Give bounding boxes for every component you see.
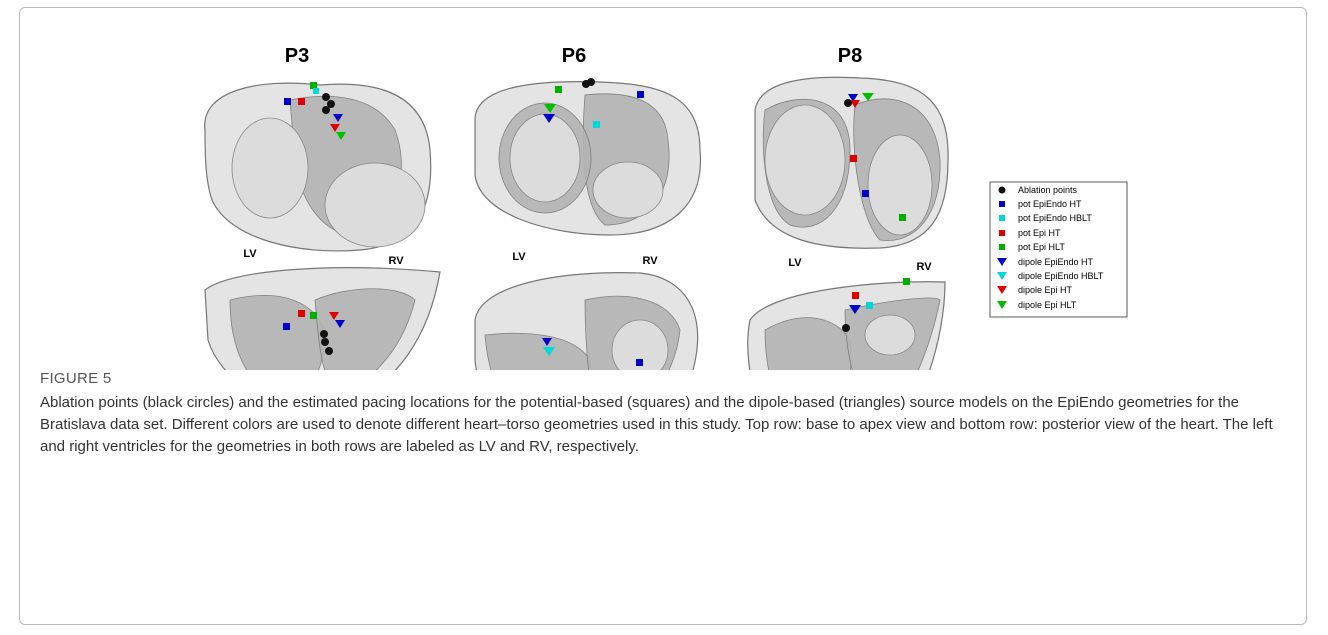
page: {"figure": { "panels": [ {"title": "P3",… (0, 0, 1328, 635)
legend-label: dipole EpiEndo HT (1018, 257, 1094, 267)
heart-p3-bottom (205, 268, 440, 370)
heart-p3-top (205, 83, 431, 251)
figure-label: FIGURE 5 (40, 370, 112, 387)
figure-image: P3 P6 P8 LV RV LV RV LV RV Ablation poin… (0, 0, 1328, 370)
rv-label: RV (388, 255, 404, 267)
legend-label: Ablation points (1018, 185, 1078, 195)
lv-label: LV (512, 251, 526, 263)
rv-label: RV (642, 255, 658, 267)
rv-label: RV (916, 261, 932, 273)
legend: Ablation points pot EpiEndo HT pot EpiEn… (990, 182, 1127, 317)
legend-label: pot EpiEndo HT (1018, 199, 1082, 209)
panel-title: P8 (838, 45, 862, 67)
legend-label: pot Epi HLT (1018, 242, 1065, 252)
legend-label: dipole Epi HT (1018, 285, 1073, 295)
figure-caption: Ablation points (black circles) and the … (40, 392, 1290, 458)
lv-label: LV (788, 257, 802, 269)
panel-title: P3 (285, 45, 309, 67)
lv-label: LV (243, 248, 257, 260)
panel-title: P6 (562, 45, 586, 67)
legend-label: pot Epi HT (1018, 228, 1061, 238)
legend-label: dipole EpiEndo HBLT (1018, 271, 1104, 281)
legend-label: dipole Epi HLT (1018, 300, 1077, 310)
heart-p6-top (475, 82, 700, 235)
legend-label: pot EpiEndo HBLT (1018, 213, 1092, 223)
heart-p6-bottom (475, 273, 698, 370)
